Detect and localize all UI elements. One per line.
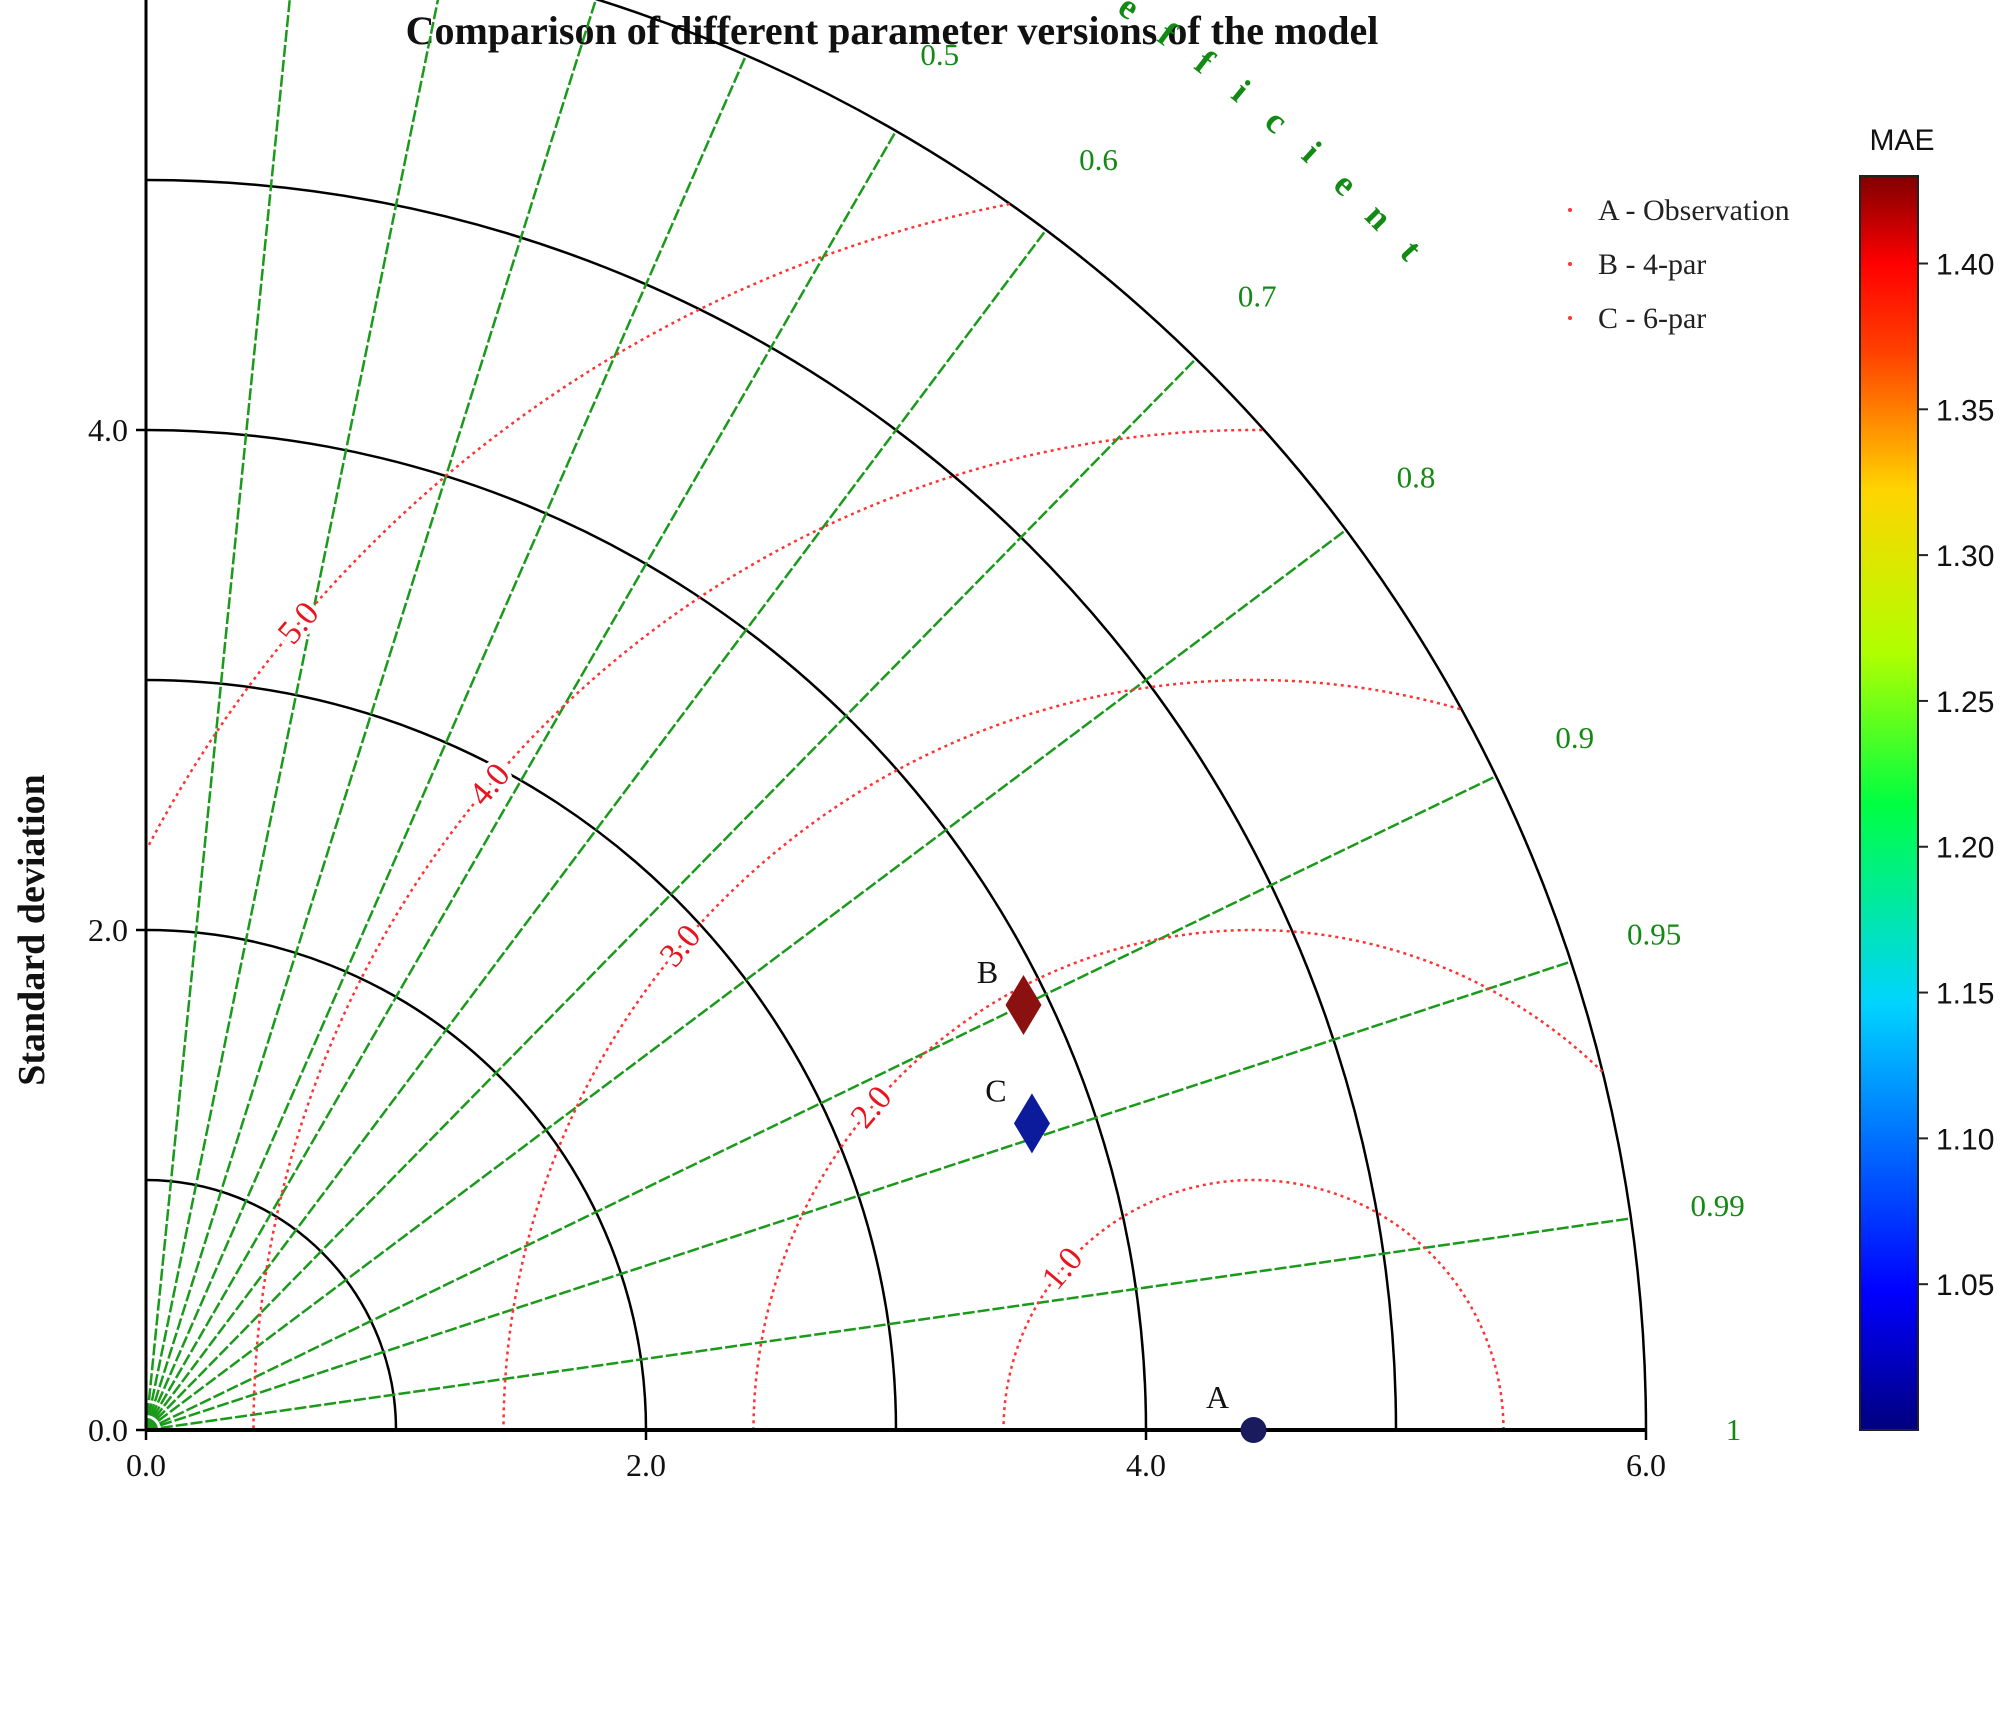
correlation-axis-letter: n: [1358, 195, 1401, 237]
std-circle: [145, 928, 648, 1431]
colorbar-gradient: [1859, 175, 1919, 1431]
data-point-label: A: [1206, 1379, 1229, 1415]
correlation-line: [145, 357, 1197, 1431]
correlation-line: [145, 229, 1047, 1431]
correlation-line: [144, 0, 598, 1431]
data-points: A B C: [977, 954, 1267, 1443]
x-tick-label: 6.0: [1626, 1447, 1666, 1483]
correlation-line: [144, 54, 748, 1431]
correlation-line: [145, 960, 1572, 1432]
chart-title: Comparison of different parameter versio…: [406, 8, 1379, 53]
correlation-line: [144, 0, 440, 1431]
x-tick-label: 4.0: [1126, 1447, 1166, 1483]
correlation-line: [144, 130, 898, 1431]
correlation-axis-letter: e: [1326, 164, 1365, 204]
rmsd-contour: [1002, 1178, 1505, 1430]
legend-marker: [1568, 208, 1572, 212]
std-circle: [145, 1178, 398, 1431]
correlation-axis-letter: i: [1225, 72, 1258, 109]
correlation-tick-label: 1: [1726, 1412, 1742, 1447]
legend-entry: C - 6-par: [1598, 302, 1706, 335]
correlation-tick-label: 0.5: [920, 37, 959, 72]
colorbar-tick-label: 1.25: [1936, 686, 1994, 719]
rmsd-contours: 1.02.03.04.05.0: [146, 202, 1604, 1430]
correlation-line: [145, 1217, 1632, 1432]
legend-marker: [1568, 262, 1572, 266]
correlation-axis-letter: i: [1295, 134, 1329, 170]
std-circle: [594, 0, 1648, 1431]
legend-entry: B - 4-par: [1598, 248, 1706, 281]
y-tick-label: 2.0: [88, 912, 128, 948]
correlation-tick-labels: 00.10.20.30.40.50.60.70.80.90.950.991: [920, 37, 1745, 1447]
colorbar-tick-label: 1.05: [1936, 1269, 1994, 1302]
y-tick-label: 0.0: [88, 1412, 128, 1448]
correlation-axis-letter: t: [1393, 232, 1430, 268]
colorbar: MAE 1.05 1.10 1.15 1.20 1.25 1.30 1.35 1.40: [1859, 124, 1994, 1431]
correlation-line: [145, 529, 1347, 1431]
correlation-axis-letter: o: [1072, 0, 1109, 2]
correlation-tick-label: 0.7: [1238, 278, 1277, 313]
correlation-tick-label: 0.99: [1691, 1188, 1745, 1223]
x-tick-label: 0.0: [126, 1447, 166, 1483]
legend-marker: [1568, 316, 1572, 320]
correlation-tick-label: 0.9: [1555, 720, 1594, 755]
rmsd-contour: [252, 428, 1263, 1430]
data-point-label: C: [985, 1072, 1006, 1108]
correlation-axis-letter: c: [1258, 100, 1296, 141]
data-point-label: B: [977, 954, 998, 990]
y-axis-label: Standard deviation: [11, 774, 53, 1085]
colorbar-tick-label: 1.10: [1936, 1123, 1994, 1156]
colorbar-tick-label: 1.40: [1936, 248, 1994, 281]
colorbar-tick-label: 1.30: [1936, 540, 1994, 573]
axes: 0.00.02.02.04.04.06.06.0: [88, 0, 1666, 1483]
legend: A - Observation B - 4-par C - 6-par: [1568, 194, 1790, 335]
rmsd-contour: [752, 928, 1604, 1430]
std-circle: [145, 178, 1398, 1431]
std-circle: [145, 678, 898, 1431]
correlation-tick-label: 0.95: [1627, 916, 1681, 951]
legend-entry: A - Observation: [1598, 194, 1790, 227]
data-point-marker: [1013, 1093, 1050, 1154]
std-circles: [145, 0, 1648, 1431]
data-point-marker: [1005, 975, 1042, 1036]
std-circle: [145, 428, 1148, 1431]
colorbar-tick-label: 1.15: [1936, 978, 1994, 1011]
rmsd-contour: [502, 678, 1461, 1430]
colorbar-label: MAE: [1869, 124, 1934, 157]
correlation-lines: [144, 0, 1632, 1432]
rmsd-contour-label: 4.0: [462, 756, 518, 812]
correlation-line: [144, 0, 291, 1431]
correlation-tick-label: 0.8: [1397, 460, 1436, 495]
x-tick-label: 2.0: [626, 1447, 666, 1483]
correlation-tick-label: 0.6: [1079, 142, 1118, 177]
colorbar-tick-label: 1.35: [1936, 394, 1994, 427]
data-point-marker: [1240, 1417, 1267, 1443]
correlation-line: [145, 775, 1497, 1432]
rmsd-contour-label: 5.0: [271, 595, 327, 651]
y-tick-label: 4.0: [88, 412, 128, 448]
colorbar-tick-label: 1.20: [1936, 832, 1994, 865]
